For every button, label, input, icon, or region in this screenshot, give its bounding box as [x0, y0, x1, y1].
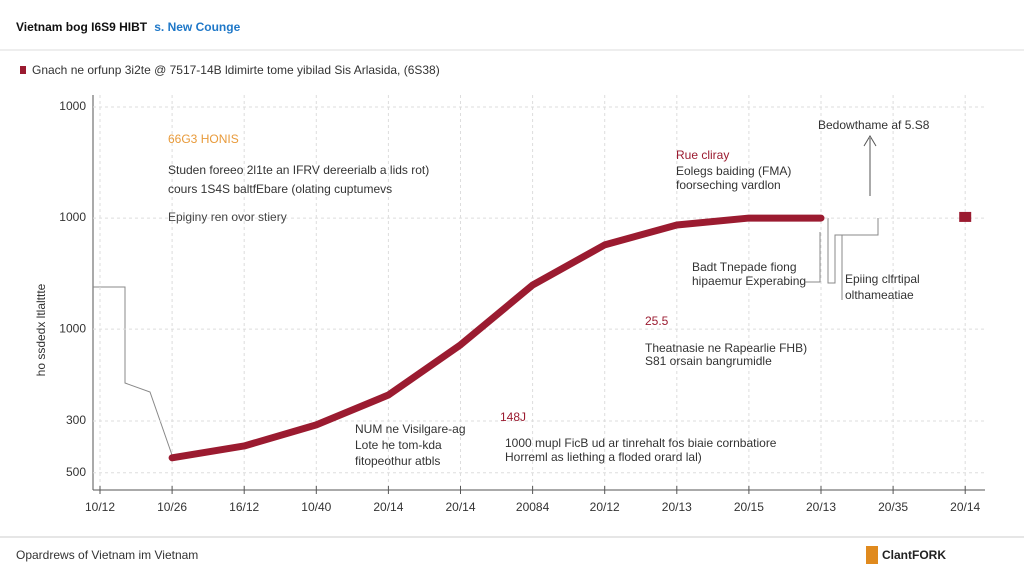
annotation: Studen foreeo 2l1te an IFRV dereerialb a…	[168, 163, 429, 177]
annotation: Lote he tom-kda	[355, 438, 442, 452]
x-tick-label: 20/35	[878, 500, 908, 514]
y-tick-label: 500	[66, 465, 86, 479]
annotation: Rue cliray	[676, 148, 729, 162]
logo-icon	[866, 546, 878, 564]
annotation: 148J	[500, 410, 526, 424]
x-tick-label: 20/14	[950, 500, 980, 514]
y-tick-label: 1000	[59, 210, 86, 224]
annotation: Bedowthame af 5.S8	[818, 118, 930, 132]
x-tick-label: 20/12	[590, 500, 620, 514]
legend-swatch	[20, 66, 26, 74]
annotation: Theatnasie ne Rapearlie FHB)	[645, 341, 807, 355]
annotation: hipaemur Experabing	[692, 274, 806, 288]
annotation: Epiginy ren ovor stiery	[168, 210, 287, 224]
annotation: S81 orsain bangrumidle	[645, 354, 772, 368]
annotation: 1000 mupl FicB ud ar tinrehalt fos biaie…	[505, 436, 777, 450]
line	[168, 214, 825, 462]
footer: Opardrews of Vietnam im Vietnam	[16, 548, 198, 562]
y-tick-label: 300	[66, 413, 86, 427]
annotation: Horreml as liething a floded orard lal)	[505, 450, 702, 464]
annotation: Eolegs baiding (FMA)	[676, 164, 791, 178]
annotation: Epiing clfrtipal	[845, 272, 920, 286]
x-tick-label: 20/14	[445, 500, 475, 514]
x-tick-label: 20/14	[373, 500, 403, 514]
y-axis-label: ho ssdedx ltlalttte	[34, 283, 48, 376]
annotation: olthameatiae	[845, 288, 914, 302]
annotation: fitopeothur atbls	[355, 454, 440, 468]
arrow-head	[863, 135, 877, 147]
chart-title: Vietnam bog I6S9 HIBT s. New Counge	[16, 20, 241, 34]
annotation: foorseching vardlon	[676, 178, 781, 192]
y-tick-label: 1000	[59, 321, 86, 335]
connector	[805, 232, 821, 283]
title-accent: s. New Counge	[154, 20, 240, 34]
x-tick-label: 16/12	[229, 500, 259, 514]
x-tick-label: 10/40	[301, 500, 331, 514]
annotation: cours 1S4S baltfEbare (olating cuptumevs	[168, 182, 392, 196]
y-tick-label: 1000	[59, 99, 86, 113]
connector	[93, 286, 173, 456]
subtitle: Gnach ne orfunp 3i2te @ 7517-14B ldimirt…	[32, 63, 440, 77]
x-tick-label: 20/13	[662, 500, 692, 514]
point	[959, 211, 972, 222]
x-tick-label: 20084	[516, 500, 550, 514]
x-tick-label: 20/13	[806, 500, 836, 514]
annotation: Badt Tnepade fiong	[692, 260, 797, 274]
x-tick-label: 20/15	[734, 500, 764, 514]
logo: ClantFORK	[882, 548, 946, 562]
annotation: NUM ne Visilgare-ag	[355, 422, 466, 436]
annotation: 66G3 HONIS	[168, 132, 239, 146]
annotation: 25.5	[645, 314, 669, 328]
x-tick-label: 10/12	[85, 500, 115, 514]
connector	[827, 218, 879, 284]
title-main: Vietnam bog I6S9 HIBT	[16, 20, 148, 34]
x-tick-label: 10/26	[157, 500, 187, 514]
